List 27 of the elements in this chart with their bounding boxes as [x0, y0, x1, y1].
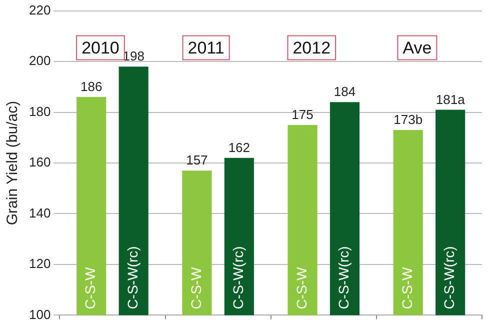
data-label: 184 — [334, 84, 356, 100]
y-tick-label: 100 — [28, 306, 51, 322]
y-tick-label: 180 — [28, 104, 51, 119]
text: C-S-W — [82, 267, 98, 310]
data-label: 162 — [228, 140, 250, 156]
x-tick-label: 2010 — [82, 38, 120, 58]
y-tick-label: 120 — [28, 256, 51, 272]
data-label: 186 — [80, 79, 102, 94]
x-tick-label: Ave — [402, 38, 432, 58]
text: C-S-W — [398, 267, 415, 310]
y-tick-label: 140 — [28, 205, 51, 220]
y-axis-title: Grain Yield (bu/ac) — [4, 100, 22, 226]
y-tick-label: 220 — [28, 2, 51, 18]
text: C-S-W(rc) — [124, 246, 140, 310]
x-tick-label: 2011 — [188, 38, 224, 58]
data-label: 181a — [436, 92, 466, 107]
data-label: 173b — [394, 112, 423, 128]
text: C-S-W(rc) — [441, 246, 458, 310]
x-tick-label: 2012 — [292, 38, 331, 58]
series-label: C-S-W(rc) — [336, 246, 352, 310]
series-label: C-S-W — [293, 266, 310, 310]
y-tick-label: 160 — [28, 154, 51, 170]
text: C-S-W(rc) — [230, 246, 246, 310]
data-label: 175 — [292, 107, 314, 122]
data-label: 157 — [186, 152, 208, 168]
y-tick-label: 200 — [28, 53, 51, 68]
text: C-S-W — [188, 267, 204, 310]
